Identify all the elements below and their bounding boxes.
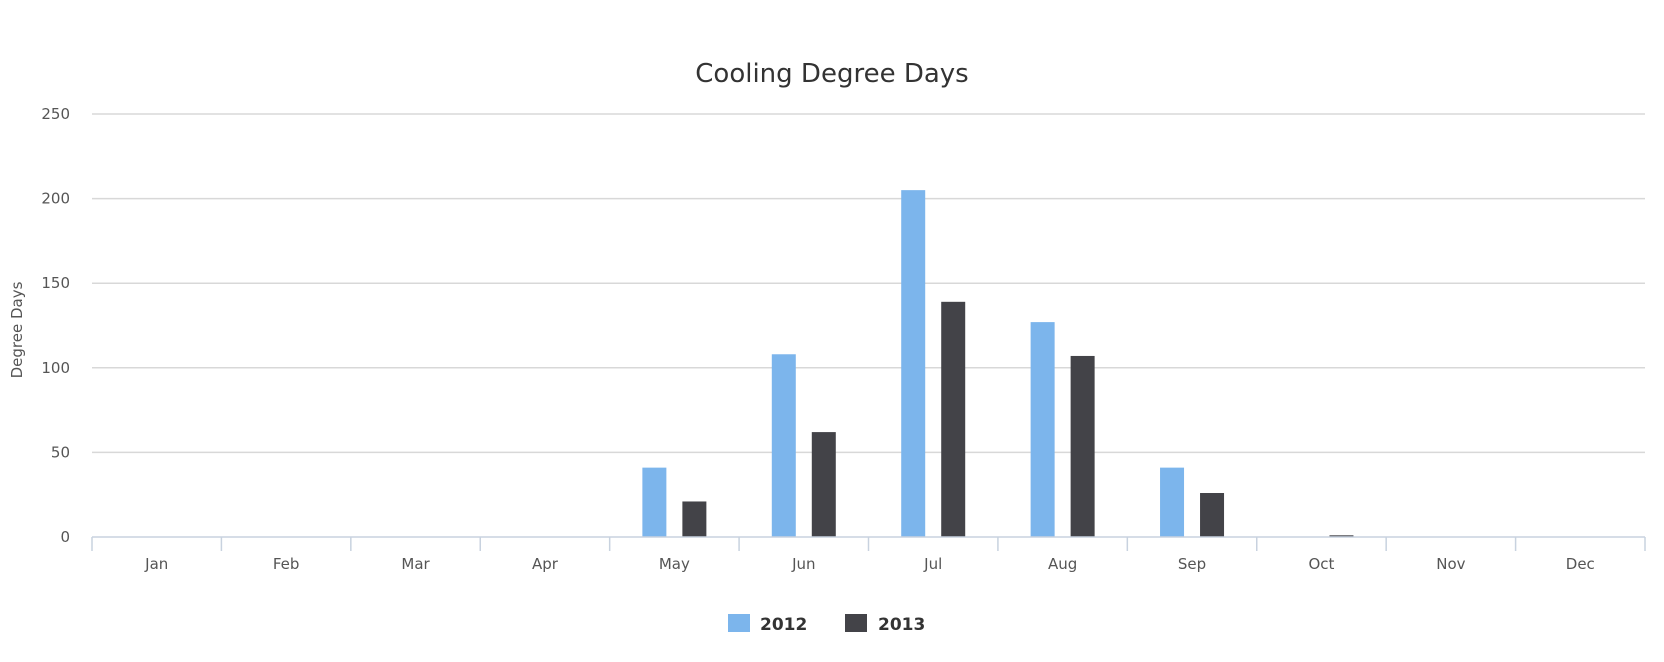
x-tick-label: May bbox=[659, 555, 690, 573]
bar-2012-sep[interactable] bbox=[1160, 467, 1185, 537]
x-tick-label: Dec bbox=[1566, 555, 1595, 573]
y-tick-label: 50 bbox=[51, 443, 70, 461]
x-tick-label: Feb bbox=[273, 555, 300, 573]
y-tick-label: 200 bbox=[41, 190, 70, 208]
bar-2013-oct[interactable] bbox=[1329, 535, 1354, 537]
x-tick-label: Apr bbox=[532, 555, 559, 573]
x-tick-label: Nov bbox=[1436, 555, 1465, 573]
y-tick-label: 0 bbox=[60, 528, 70, 546]
x-tick-label: Sep bbox=[1178, 555, 1206, 573]
bar-2013-jul[interactable] bbox=[941, 301, 966, 537]
legend-item-2012[interactable]: 2012 bbox=[728, 614, 807, 635]
legend-swatch-2012 bbox=[728, 614, 750, 632]
legend-swatch-2013 bbox=[845, 614, 867, 632]
x-tick-label: Mar bbox=[401, 555, 430, 573]
y-axis-label: Degree Days bbox=[8, 281, 26, 378]
bar-2012-jul[interactable] bbox=[901, 190, 926, 537]
legend-label-2012: 2012 bbox=[760, 615, 807, 635]
y-axis-ticks: 0 50 100 150 200 250 bbox=[41, 105, 70, 546]
bars bbox=[642, 190, 1354, 537]
legend[interactable]: 2012 2013 bbox=[728, 614, 925, 635]
legend-label-2013: 2013 bbox=[878, 615, 925, 635]
bar-2012-aug[interactable] bbox=[1030, 322, 1055, 537]
x-tick-label: Oct bbox=[1308, 555, 1334, 573]
x-axis: Jan Feb Mar Apr May Jun Jul Aug Sep Oct Nov Dec bbox=[91, 536, 1646, 573]
gridlines bbox=[92, 113, 1645, 454]
bar-2013-aug[interactable] bbox=[1070, 355, 1095, 537]
bar-2013-may[interactable] bbox=[682, 501, 707, 537]
bar-2013-sep[interactable] bbox=[1200, 493, 1225, 537]
x-tick-label: Aug bbox=[1048, 555, 1077, 573]
bar-2012-may[interactable] bbox=[642, 467, 667, 537]
y-tick-label: 100 bbox=[41, 359, 70, 377]
x-tick-label: Jul bbox=[923, 555, 942, 573]
x-tick-label: Jun bbox=[791, 555, 815, 573]
legend-item-2013[interactable]: 2013 bbox=[845, 614, 925, 635]
y-tick-label: 150 bbox=[41, 274, 70, 292]
chart-title: Cooling Degree Days bbox=[695, 59, 968, 89]
bar-2013-jun[interactable] bbox=[811, 432, 836, 537]
bar-2012-jun[interactable] bbox=[771, 354, 796, 537]
x-tick-label: Jan bbox=[144, 555, 168, 573]
y-tick-label: 250 bbox=[41, 105, 70, 123]
